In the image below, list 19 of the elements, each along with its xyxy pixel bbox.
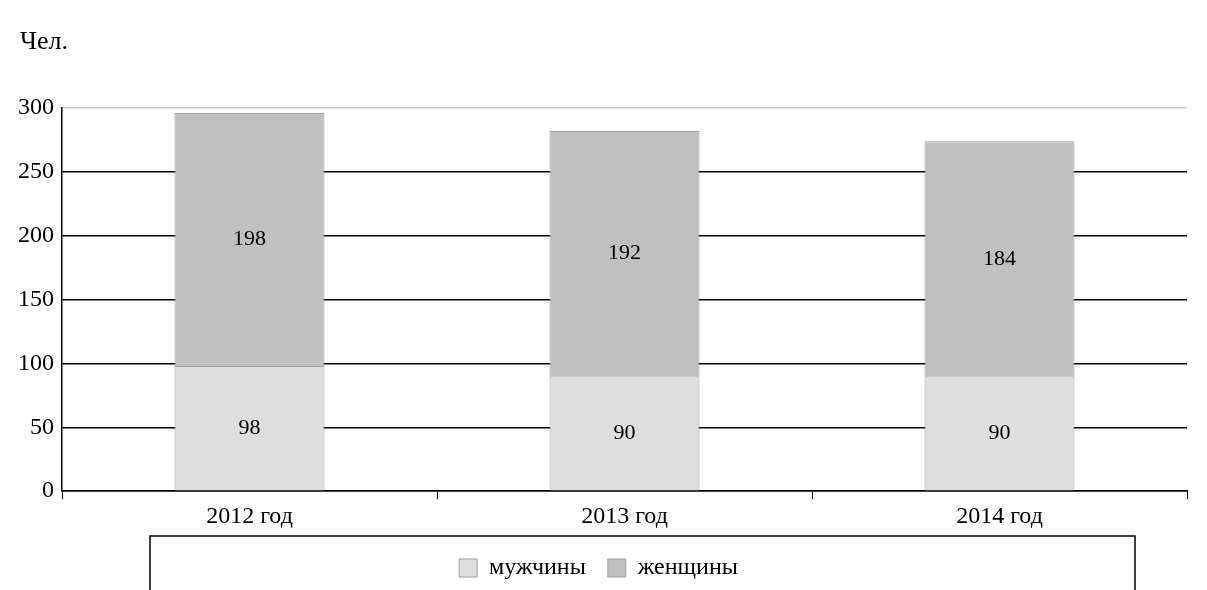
data-label: 198 (233, 225, 266, 251)
legend-label: женщины (636, 553, 738, 580)
data-label: 98 (238, 414, 261, 440)
x-tick-label: 2013 год (581, 501, 668, 528)
x-tick-label: 2012 год (206, 501, 293, 528)
y-tick-label: 50 (30, 412, 54, 439)
y-tick-label: 250 (18, 157, 54, 184)
y-tick-label: 200 (18, 221, 54, 248)
y-axis-title: Чел. (20, 25, 68, 55)
y-tick-label: 300 (18, 93, 54, 120)
y-tick-label: 100 (18, 348, 54, 375)
data-label: 90 (988, 419, 1011, 445)
x-tick-label: 2014 год (956, 501, 1043, 528)
y-tick-label: 0 (42, 476, 54, 503)
legend-label: мужчины (489, 553, 586, 580)
data-label: 192 (608, 239, 641, 265)
y-tick-label: 150 (18, 284, 54, 311)
data-label: 90 (613, 419, 636, 445)
data-label: 184 (983, 244, 1016, 270)
